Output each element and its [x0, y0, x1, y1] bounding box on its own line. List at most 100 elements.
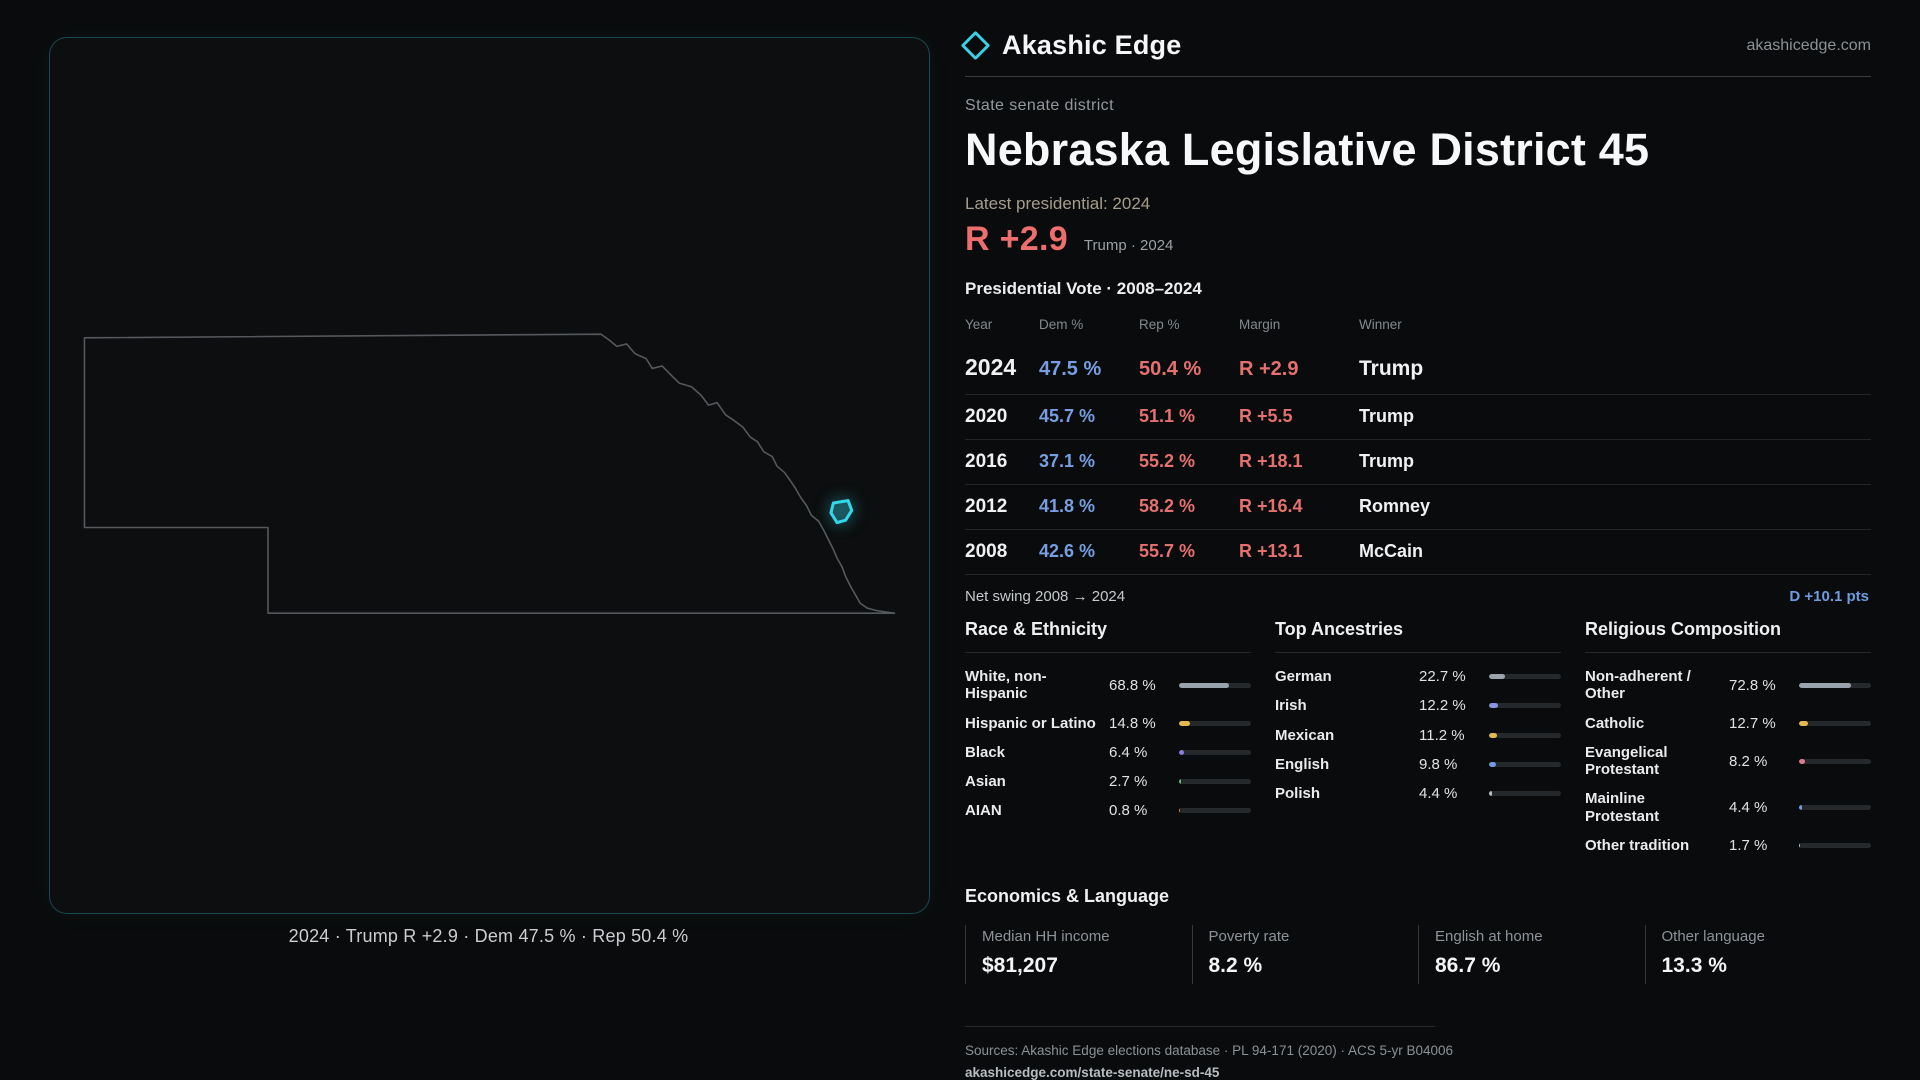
demo-bar-fill	[1489, 761, 1497, 767]
col-rep: Rep %	[1139, 317, 1180, 332]
demo-value: 0.8 %	[1109, 802, 1148, 820]
demo-value: 12.2 %	[1419, 697, 1466, 715]
demo-bar	[1179, 779, 1251, 785]
row-dem: 42.6 %	[1039, 541, 1096, 561]
list-item: German 22.7 %	[1275, 662, 1561, 691]
demo-label: English	[1275, 755, 1330, 773]
row-winner: Trump	[1359, 406, 1415, 426]
district-highlight	[829, 499, 854, 525]
ancestries-column: Top Ancestries German 22.7 % Irish 12.2 …	[1275, 619, 1561, 860]
row-margin: R +5.5	[1239, 406, 1293, 426]
list-item: Black 6.4 %	[965, 738, 1251, 767]
row-winner: McCain	[1359, 541, 1424, 561]
latest-presidential-label: Latest presidential: 2024	[965, 194, 1151, 213]
demo-label: Asian	[965, 773, 1006, 790]
list-item: Other tradition 1.7 %	[1585, 831, 1871, 860]
demo-bar-fill	[1179, 779, 1181, 785]
list-item: AIAN 0.8 %	[965, 796, 1251, 825]
stat-other-language: Other language 13.3 %	[1644, 925, 1872, 984]
demo-value: 4.4 %	[1419, 785, 1458, 803]
list-item: Evangelical Protestant 8.2 %	[1585, 738, 1871, 785]
demo-bar	[1799, 758, 1871, 764]
vote-table-header: Year Dem % Rep % Margin Winner	[965, 311, 1871, 341]
demo-value: 4.4 %	[1729, 799, 1768, 816]
demo-label: Polish	[1275, 785, 1321, 802]
demo-bar-fill	[1179, 749, 1184, 755]
list-item: Mexican 11.2 %	[1275, 721, 1561, 750]
stat-label: Other language	[1661, 928, 1765, 945]
demo-bar-fill	[1799, 842, 1801, 848]
demo-bar	[1489, 703, 1561, 709]
headline-margin: R +2.9 Trump · 2024	[965, 220, 1871, 259]
row-dem: 47.5 %	[1039, 358, 1102, 380]
demo-bar	[1489, 674, 1561, 680]
margin-sub: Trump · 2024	[1083, 237, 1174, 254]
row-winner: Trump	[1359, 357, 1424, 380]
demo-label: AIAN	[965, 802, 1002, 820]
page-title: Nebraska Legislative District 45	[965, 124, 1650, 175]
demo-bar	[1179, 808, 1251, 814]
row-rep: 55.7 %	[1139, 541, 1196, 561]
row-margin: R +13.1	[1239, 541, 1303, 561]
margin-value: R +2.9	[965, 220, 1068, 258]
net-swing-label: Net swing 2008 → 2024	[965, 588, 1126, 605]
table-row: 2024 47.5 % 50.4 % R +2.9 Trump	[965, 341, 1871, 395]
row-year: 2012	[965, 496, 1008, 517]
demo-label: Mexican	[1275, 726, 1335, 744]
row-winner: Trump	[1359, 451, 1415, 471]
list-item: Asian 2.7 %	[965, 767, 1251, 796]
site-link[interactable]: akashicedge.com	[1746, 36, 1871, 54]
row-rep: 58.2 %	[1139, 496, 1196, 516]
demo-bar-fill	[1799, 720, 1809, 726]
demo-label: Other tradition	[1585, 836, 1690, 854]
stat-poverty-rate: Poverty rate 8.2 %	[1191, 925, 1419, 984]
row-year: 2016	[965, 451, 1008, 472]
footer-url[interactable]: akashicedge.com/state-senate/ne-sd-45	[965, 1065, 1220, 1080]
table-row: 2012 41.8 % 58.2 % R +16.4 Romney	[965, 485, 1871, 530]
race-title: Race & Ethnicity	[965, 619, 1251, 653]
demo-value: 14.8 %	[1109, 714, 1156, 732]
row-year: 2008	[965, 541, 1008, 562]
demo-label: Non-adherent / Other	[1585, 668, 1691, 703]
demo-bar	[1799, 805, 1871, 810]
list-item: Hispanic or Latino 14.8 %	[965, 709, 1251, 738]
nebraska-map	[83, 333, 896, 614]
demo-label: German	[1275, 668, 1332, 685]
table-row: 2016 37.1 % 55.2 % R +18.1 Trump	[965, 440, 1871, 485]
list-item: Catholic 12.7 %	[1585, 709, 1871, 738]
stat-value: $81,207	[982, 954, 1058, 977]
demo-value: 12.7 %	[1729, 714, 1776, 732]
demo-bar	[1799, 720, 1871, 726]
row-dem: 37.1 %	[1039, 451, 1096, 471]
demo-bar-fill	[1799, 805, 1803, 810]
demo-value: 2.7 %	[1109, 773, 1148, 791]
demo-bar-fill	[1489, 674, 1506, 680]
list-item: English 9.8 %	[1275, 750, 1561, 779]
sources-text: Sources: Akashic Edge elections database…	[965, 1043, 1454, 1058]
religion-title: Religious Composition	[1585, 619, 1871, 653]
diamond-logo-icon	[960, 30, 991, 61]
nebraska-outline	[83, 333, 896, 614]
religion-column: Religious Composition Non-adherent / Oth…	[1585, 619, 1871, 860]
stat-value: 86.7 %	[1435, 954, 1501, 977]
demo-value: 68.8 %	[1109, 676, 1156, 694]
demo-value: 11.2 %	[1419, 726, 1465, 744]
economics-title: Economics & Language	[965, 886, 1170, 906]
net-swing-row: Net swing 2008 → 2024 D +10.1 pts	[965, 575, 1871, 605]
map-caption: 2024 · Trump R +2.9 · Dem 47.5 % · Rep 5…	[288, 926, 689, 946]
brand: Akashic Edge	[960, 30, 1182, 61]
district-type-label: State senate district	[965, 97, 1114, 114]
demo-bar	[1179, 720, 1251, 726]
demo-value: 6.4 %	[1109, 743, 1148, 761]
demo-bar	[1489, 791, 1561, 797]
footer-divider	[965, 1026, 1435, 1027]
demo-bar	[1179, 749, 1251, 755]
brand-name: Akashic Edge	[1002, 30, 1182, 60]
demo-bar	[1489, 732, 1561, 738]
table-row: 2008 42.6 % 55.7 % R +13.1 McCain	[965, 530, 1871, 575]
col-winner: Winner	[1359, 317, 1402, 332]
row-year: 2020	[965, 406, 1008, 427]
demographics: Race & Ethnicity White, non-Hispanic 68.…	[965, 619, 1871, 860]
footer: Sources: Akashic Edge elections database…	[965, 1026, 1871, 1080]
list-item: Non-adherent / Other 72.8 %	[1585, 662, 1871, 709]
